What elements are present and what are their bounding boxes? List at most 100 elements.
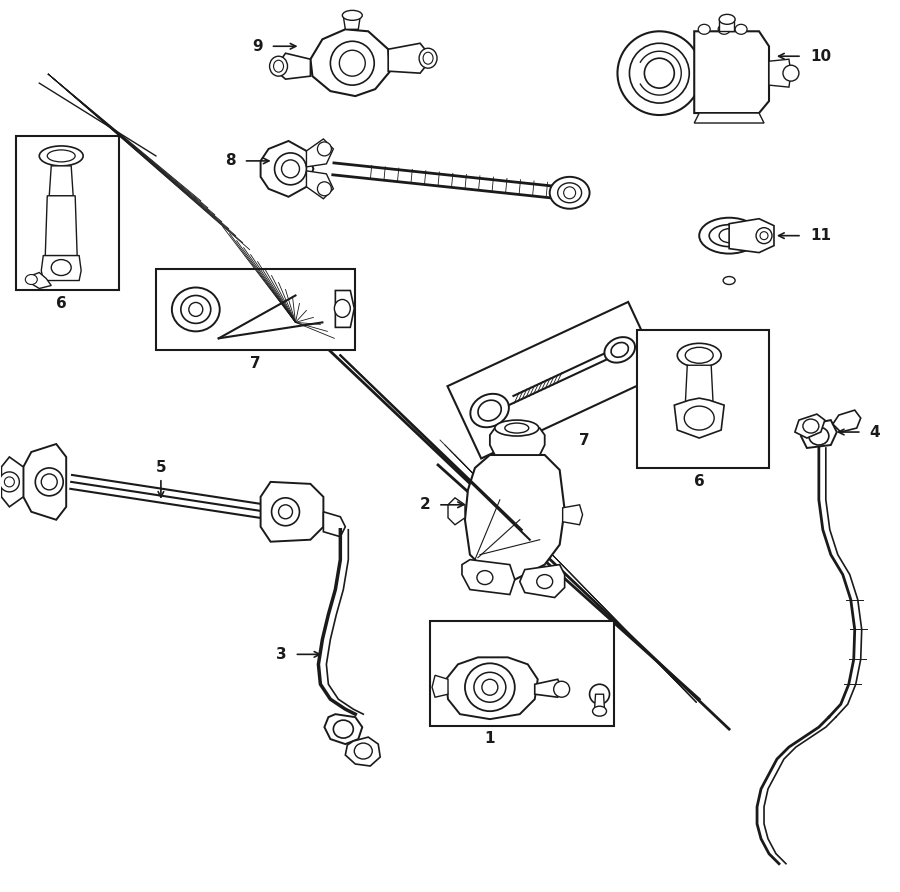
Ellipse shape	[684, 406, 715, 430]
Polygon shape	[323, 512, 346, 537]
Ellipse shape	[783, 65, 799, 81]
Polygon shape	[801, 420, 837, 448]
Polygon shape	[694, 113, 764, 123]
Ellipse shape	[48, 150, 76, 161]
Polygon shape	[490, 428, 544, 455]
Ellipse shape	[495, 420, 539, 436]
Ellipse shape	[41, 474, 58, 490]
Polygon shape	[306, 171, 333, 199]
Ellipse shape	[809, 427, 829, 445]
Ellipse shape	[270, 56, 287, 76]
Polygon shape	[446, 657, 537, 719]
Text: 2: 2	[419, 498, 430, 512]
Bar	[156, 268, 356, 351]
Ellipse shape	[536, 574, 553, 589]
Text: 11: 11	[810, 228, 831, 244]
Ellipse shape	[189, 302, 202, 317]
Text: 8: 8	[225, 153, 236, 169]
Polygon shape	[306, 139, 333, 167]
Text: 6: 6	[56, 296, 67, 311]
Bar	[430, 622, 615, 726]
Polygon shape	[595, 694, 605, 709]
Ellipse shape	[760, 232, 768, 240]
Ellipse shape	[355, 743, 373, 759]
Ellipse shape	[756, 227, 772, 244]
Ellipse shape	[318, 142, 331, 156]
Polygon shape	[729, 219, 774, 252]
Ellipse shape	[685, 347, 713, 363]
Ellipse shape	[339, 50, 365, 76]
Ellipse shape	[592, 706, 607, 716]
Bar	[16, 136, 119, 291]
Polygon shape	[685, 365, 713, 405]
Polygon shape	[448, 498, 465, 524]
Text: 5: 5	[156, 460, 166, 475]
Ellipse shape	[333, 720, 354, 738]
Ellipse shape	[4, 477, 14, 487]
Ellipse shape	[709, 225, 749, 246]
Ellipse shape	[330, 41, 374, 85]
Ellipse shape	[718, 24, 730, 34]
Polygon shape	[432, 675, 448, 698]
Ellipse shape	[719, 14, 735, 24]
Ellipse shape	[282, 160, 300, 178]
Text: 7: 7	[579, 433, 590, 448]
Ellipse shape	[482, 680, 498, 695]
Ellipse shape	[505, 423, 529, 433]
Ellipse shape	[35, 468, 63, 496]
Polygon shape	[465, 455, 564, 580]
Bar	[637, 330, 769, 468]
Polygon shape	[462, 559, 515, 595]
Ellipse shape	[25, 275, 37, 285]
Polygon shape	[795, 414, 824, 438]
Polygon shape	[520, 565, 564, 598]
Ellipse shape	[172, 287, 220, 331]
Ellipse shape	[181, 295, 211, 324]
Text: 3: 3	[276, 647, 286, 662]
Ellipse shape	[471, 393, 508, 427]
Ellipse shape	[678, 343, 721, 368]
Polygon shape	[261, 141, 313, 197]
Text: 9: 9	[252, 38, 263, 54]
Ellipse shape	[605, 337, 635, 363]
Ellipse shape	[318, 182, 331, 195]
Ellipse shape	[474, 673, 506, 702]
Ellipse shape	[611, 343, 628, 357]
Polygon shape	[719, 20, 734, 31]
Polygon shape	[769, 59, 791, 87]
Polygon shape	[694, 31, 769, 113]
Polygon shape	[346, 737, 380, 766]
Ellipse shape	[419, 48, 437, 68]
Polygon shape	[30, 273, 51, 288]
Ellipse shape	[723, 277, 735, 285]
Ellipse shape	[563, 186, 576, 199]
Text: 6: 6	[694, 474, 705, 489]
Polygon shape	[2, 457, 23, 507]
Ellipse shape	[558, 183, 581, 202]
Polygon shape	[388, 43, 428, 73]
Ellipse shape	[590, 684, 609, 704]
Ellipse shape	[335, 300, 350, 318]
Polygon shape	[832, 410, 860, 432]
Polygon shape	[336, 291, 355, 327]
Ellipse shape	[272, 498, 300, 525]
Ellipse shape	[423, 53, 433, 64]
Polygon shape	[535, 680, 562, 698]
Ellipse shape	[644, 58, 674, 88]
Polygon shape	[278, 54, 310, 79]
Ellipse shape	[274, 153, 306, 185]
Ellipse shape	[0, 472, 19, 491]
Ellipse shape	[477, 571, 493, 584]
Ellipse shape	[699, 218, 759, 253]
Ellipse shape	[719, 228, 739, 243]
Text: 10: 10	[810, 49, 831, 63]
Ellipse shape	[342, 11, 363, 21]
Polygon shape	[310, 29, 391, 96]
Polygon shape	[674, 398, 725, 438]
Ellipse shape	[698, 24, 710, 34]
Polygon shape	[447, 301, 662, 458]
Ellipse shape	[465, 664, 515, 711]
Ellipse shape	[554, 681, 570, 698]
Ellipse shape	[278, 505, 293, 519]
Polygon shape	[41, 256, 81, 280]
